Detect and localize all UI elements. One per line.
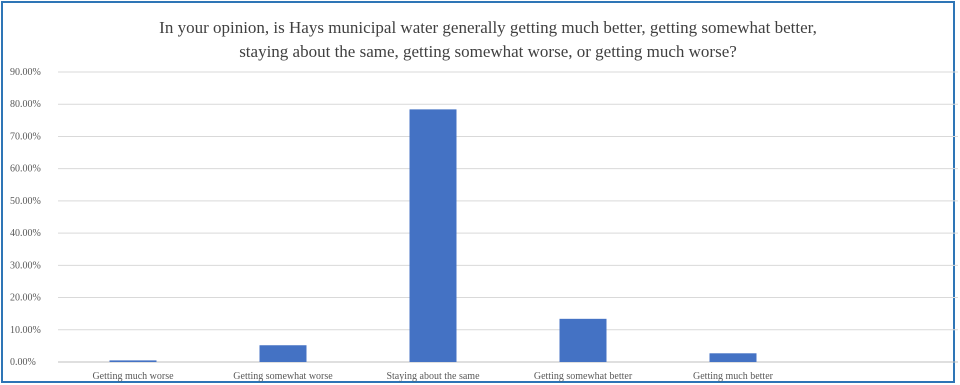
y-tick-label: 90.00% xyxy=(10,67,41,78)
bar xyxy=(259,345,307,362)
bar xyxy=(559,318,607,362)
y-tick-label: 50.00% xyxy=(10,196,41,207)
bars xyxy=(109,109,757,362)
x-category-label: Getting much worse xyxy=(92,371,174,382)
y-axis-ticks: 0.00% 10.00% 20.00% 30.00% 40.00% 50.00% 60.00… xyxy=(10,67,41,368)
y-tick-label: 10.00% xyxy=(10,325,41,336)
x-category-label: Getting somewhat worse xyxy=(233,371,333,382)
y-tick-label: 20.00% xyxy=(10,293,41,304)
bar xyxy=(409,109,457,362)
y-tick-label: 30.00% xyxy=(10,260,41,271)
y-tick-label: 80.00% xyxy=(10,99,41,110)
x-axis-labels: Getting much worse Getting somewhat worse… xyxy=(92,371,773,382)
y-tick-label: 70.00% xyxy=(10,131,41,142)
y-tick-label: 60.00% xyxy=(10,164,41,175)
chart-title-line-2: staying about the same, getting somewhat… xyxy=(239,42,737,61)
y-tick-label: 0.00% xyxy=(10,357,36,368)
chart-title-line-1: In your opinion, is Hays municipal water… xyxy=(159,18,817,37)
x-category-label: Getting much better xyxy=(693,371,774,382)
bar xyxy=(109,360,157,362)
gridlines xyxy=(58,71,958,363)
x-category-label: Getting somewhat better xyxy=(534,371,633,382)
bar xyxy=(709,353,757,362)
x-category-label: Staying about the same xyxy=(386,371,480,382)
y-tick-label: 40.00% xyxy=(10,228,41,239)
